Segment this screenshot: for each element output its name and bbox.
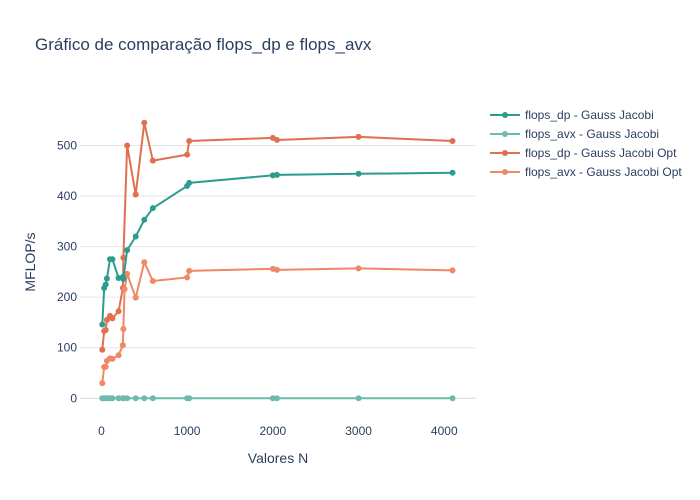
data-point: [109, 256, 116, 263]
data-point: [449, 169, 456, 176]
data-point: [141, 216, 148, 223]
data-point: [355, 395, 362, 402]
data-point: [269, 395, 276, 402]
data-point: [103, 275, 110, 282]
data-point: [184, 151, 191, 158]
legend-item[interactable]: flops_avx - Gauss Jacobi Opt: [490, 165, 682, 179]
y-tick-label: 200: [57, 290, 77, 304]
x-axis-title: Valores N: [248, 450, 308, 466]
data-point: [120, 275, 127, 282]
y-tick-label: 0: [70, 391, 77, 405]
data-point: [102, 363, 109, 370]
data-point: [109, 315, 116, 322]
data-point: [102, 327, 109, 334]
data-point: [124, 247, 131, 254]
y-axis-ticks: 0 100 200 300 400 500: [57, 138, 77, 405]
data-point: [102, 281, 109, 288]
x-tick-label: 3000: [345, 424, 372, 438]
data-point: [109, 395, 116, 402]
data-point: [355, 265, 362, 272]
legend-swatch-marker: [502, 169, 508, 175]
data-point: [149, 157, 156, 164]
legend-label: flops_dp - Gauss Jacobi: [525, 108, 654, 122]
data-point: [184, 274, 191, 281]
data-point: [141, 259, 148, 266]
data-point: [99, 380, 106, 387]
legend-swatch-marker: [502, 150, 508, 156]
series-4: [99, 259, 456, 387]
data-point: [109, 355, 116, 362]
data-point: [355, 170, 362, 177]
series-1: [99, 169, 456, 328]
data-point: [124, 395, 131, 402]
y-tick-label: 300: [57, 240, 77, 254]
data-point: [132, 191, 139, 198]
legend-label: flops_avx - Gauss Jacobi Opt: [525, 165, 682, 179]
data-point: [149, 395, 156, 402]
data-point: [355, 133, 362, 140]
x-axis-ticks: 0 1000 2000 3000 4000: [98, 424, 458, 438]
data-point: [124, 142, 131, 149]
legend-label: flops_dp - Gauss Jacobi Opt: [525, 146, 677, 160]
data-point: [141, 395, 148, 402]
data-point: [121, 286, 128, 293]
series-2: [99, 395, 456, 402]
legend-swatch-marker: [502, 131, 508, 137]
data-point: [186, 179, 193, 186]
data-point: [186, 395, 193, 402]
data-point: [449, 267, 456, 274]
legend-label: flops_avx - Gauss Jacobi: [525, 127, 659, 141]
data-point: [132, 294, 139, 301]
data-point: [273, 136, 280, 143]
data-point: [273, 171, 280, 178]
legend-item[interactable]: flops_avx - Gauss Jacobi: [490, 127, 659, 141]
legend-item[interactable]: flops_dp - Gauss Jacobi Opt: [490, 146, 677, 160]
data-point: [99, 321, 106, 328]
data-point: [115, 308, 122, 315]
x-tick-label: 0: [98, 424, 105, 438]
data-point: [186, 137, 193, 144]
data-point: [449, 395, 456, 402]
data-point: [141, 119, 148, 126]
legend: flops_dp - Gauss Jacobi flops_avx - Gauss…: [490, 108, 682, 179]
data-point: [119, 342, 126, 349]
chart-title: Gráfico de comparação flops_dp e flops_a…: [35, 35, 372, 54]
data-point: [99, 346, 106, 353]
y-axis-title: MFLOP/s: [22, 232, 38, 291]
data-point: [120, 254, 127, 261]
x-tick-label: 1000: [174, 424, 201, 438]
y-tick-label: 100: [57, 341, 77, 355]
data-point: [273, 266, 280, 273]
data-point: [132, 395, 139, 402]
legend-swatch-marker: [502, 112, 508, 118]
data-point: [186, 267, 193, 274]
series-layer: [99, 119, 456, 402]
data-point: [115, 352, 122, 359]
x-tick-label: 2000: [260, 424, 287, 438]
data-point: [149, 205, 156, 212]
x-tick-label: 4000: [431, 424, 458, 438]
data-point: [132, 233, 139, 240]
data-point: [120, 326, 127, 333]
legend-item[interactable]: flops_dp - Gauss Jacobi: [490, 108, 654, 122]
data-point: [124, 270, 131, 277]
data-point: [449, 137, 456, 144]
data-point: [149, 277, 156, 284]
data-point: [273, 395, 280, 402]
data-point: [115, 395, 122, 402]
y-tick-label: 500: [57, 138, 77, 152]
y-tick-label: 400: [57, 189, 77, 203]
